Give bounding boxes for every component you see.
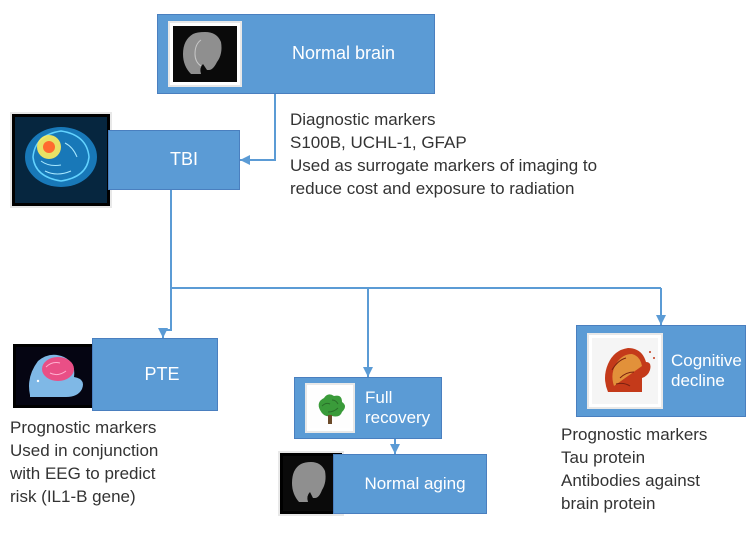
annotation-line: Prognostic markers [10, 417, 230, 440]
annotation-line: Prognostic markers [561, 424, 753, 447]
mri-sagittal-icon [168, 21, 242, 87]
node-pte: PTE [92, 338, 218, 411]
node-label: Cognitive decline [671, 351, 742, 390]
brain-3d-glow-icon [10, 112, 112, 208]
node-tbi: TBI [108, 130, 240, 190]
annotation-line: Used in conjunction [10, 440, 230, 463]
annotation-prognostic-pte: Prognostic markers Used in conjunction w… [10, 417, 230, 509]
annotation-line: risk (IL1-B gene) [10, 486, 230, 509]
annotation-line: Antibodies against [561, 470, 753, 493]
autumn-head-tree-icon [587, 333, 663, 409]
annotation-line: Used as surrogate markers of imaging to [290, 155, 710, 178]
node-label: Full recovery [365, 388, 431, 427]
node-cognitive-decline: Cognitive decline [576, 325, 746, 417]
green-brain-tree-icon [305, 383, 355, 433]
annotation-line: brain protein [561, 493, 753, 516]
node-normal-brain: Normal brain [157, 14, 435, 94]
node-label: PTE [126, 364, 179, 386]
annotation-line: reduce cost and exposure to radiation [290, 178, 710, 201]
annotation-prognostic-cog: Prognostic markers Tau protein Antibodie… [561, 424, 753, 516]
annotation-diagnostic: Diagnostic markers S100B, UCHL-1, GFAP U… [290, 109, 710, 201]
node-label: Normal brain [256, 43, 395, 65]
node-full-recovery: Full recovery [294, 377, 442, 439]
node-label: TBI [146, 149, 198, 171]
annotation-line: with EEG to predict [10, 463, 230, 486]
annotation-line: Tau protein [561, 447, 753, 470]
annotation-line: Diagnostic markers [290, 109, 710, 132]
node-label: Normal aging [350, 474, 465, 494]
node-normal-aging: Normal aging [333, 454, 487, 514]
brain-profile-eeg-icon [11, 342, 97, 410]
annotation-line: S100B, UCHL-1, GFAP [290, 132, 710, 155]
